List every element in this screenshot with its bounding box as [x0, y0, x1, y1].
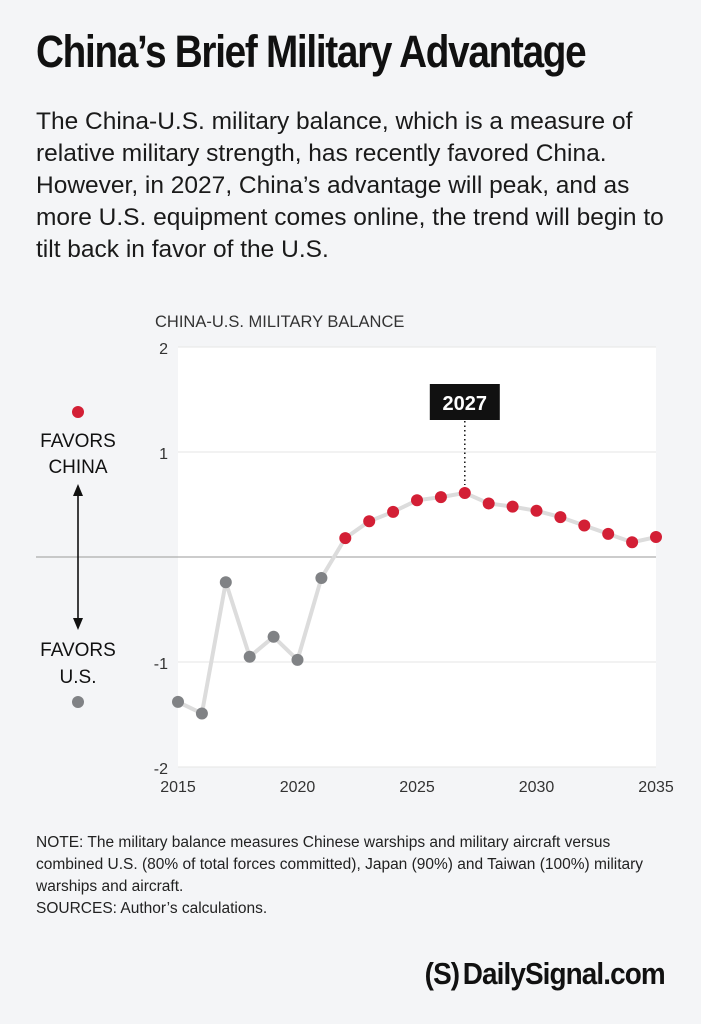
- chart-subtitle: CHINA-U.S. MILITARY BALANCE: [155, 313, 404, 331]
- brand-name: DailySignal.com: [462, 956, 666, 991]
- legend-china-dot: [72, 406, 84, 418]
- y-tick-label: 2: [159, 341, 168, 358]
- x-tick-label: 2030: [519, 779, 555, 796]
- note-block: NOTE: The military balance measures Chin…: [36, 832, 676, 920]
- data-point: [411, 494, 423, 507]
- x-tick-label: 2025: [399, 779, 435, 796]
- sources-text: SOURCES: Author’s calculations.: [36, 900, 268, 917]
- data-point: [195, 707, 208, 720]
- x-tick-label: 2035: [638, 779, 674, 796]
- data-point: [339, 532, 352, 545]
- data-point: [243, 650, 256, 663]
- y-tick-label: -1: [154, 656, 168, 673]
- arrow-up-icon: [73, 484, 83, 496]
- data-point: [578, 519, 591, 532]
- legend: FAVORS CHINA FAVORS U.S.: [40, 406, 116, 708]
- brand-logo: (S) DailySignal.com: [424, 956, 666, 992]
- legend-us-label-line2: U.S.: [60, 667, 97, 688]
- data-point: [434, 491, 447, 504]
- data-point: [219, 576, 232, 589]
- data-point: [650, 531, 662, 544]
- data-point: [554, 511, 567, 524]
- data-point: [626, 536, 639, 549]
- data-point: [482, 497, 495, 510]
- data-point: [530, 504, 543, 517]
- legend-china-label-line2: CHINA: [48, 457, 107, 478]
- chart-description: The China-U.S. military balance, which i…: [36, 108, 664, 263]
- chart-title: China’s Brief Military Advantage: [36, 26, 587, 77]
- data-point: [291, 653, 304, 666]
- data-point: [315, 572, 328, 584]
- data-point: [506, 500, 519, 513]
- note-text: NOTE: The military balance measures Chin…: [36, 834, 644, 895]
- data-point: [458, 486, 471, 499]
- arrow-down-icon: [73, 618, 83, 630]
- data-point: [267, 630, 280, 643]
- data-point: [363, 515, 376, 528]
- x-tick-label: 2015: [160, 779, 196, 796]
- data-point: [172, 695, 184, 708]
- legend-us-dot: [72, 696, 84, 708]
- annotation-box: [429, 384, 500, 420]
- data-point: [602, 527, 615, 540]
- data-point: [387, 505, 400, 518]
- legend-china-label-line1: FAVORS: [40, 431, 116, 452]
- brand-mark: (S): [424, 956, 460, 991]
- x-tick-label: 2020: [280, 779, 316, 796]
- legend-us-label-line1: FAVORS: [40, 640, 116, 661]
- annotation-label: 2027: [443, 393, 488, 415]
- y-tick-label: 1: [159, 446, 168, 463]
- y-tick-label: -2: [154, 761, 168, 778]
